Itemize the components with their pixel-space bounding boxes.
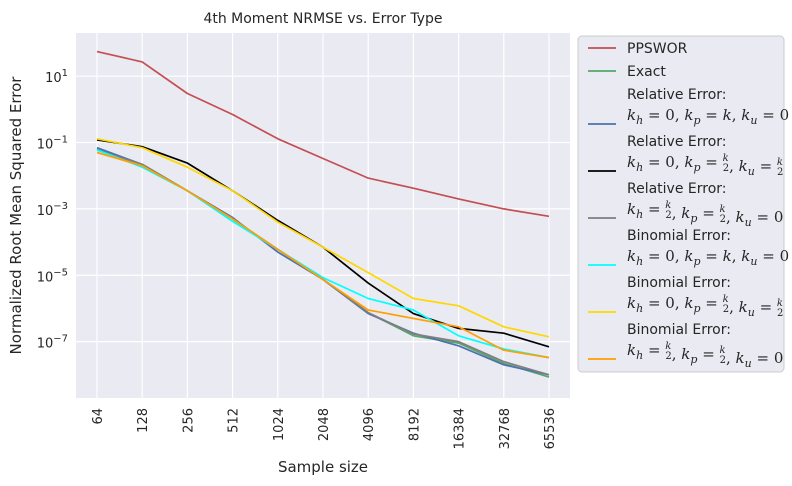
legend-label: Binomial Error:: [627, 322, 731, 338]
y-tick-label: 101: [45, 68, 68, 86]
x-tick-labels: 64 128 256 512 1024 2048 4096 8192 16384 32768 655…: [91, 408, 558, 449]
y-tick-labels: 101 10−1 10−3 10−5 10−7: [37, 68, 68, 351]
legend-item-0: PPSWOR: [588, 41, 688, 57]
x-tick-label: 8192: [407, 408, 422, 441]
legend-math: kh = 0, kp = k, ku = 0: [627, 247, 789, 268]
x-tick-label: 1024: [272, 408, 287, 441]
y-tick-label: 10−5: [37, 267, 68, 285]
series-line-7: [96, 151, 550, 359]
x-tick-label: 65536: [543, 408, 558, 449]
x-tick-label: 32768: [498, 408, 513, 449]
legend-item-4: Relative Error: kh = k 2, kp = k 2, ku = 0: [588, 181, 783, 229]
x-tick-label: 2048: [317, 408, 332, 441]
legend-label: Exact: [627, 64, 666, 80]
legend-math: kh = 0, kp = k, ku = 0: [627, 106, 789, 127]
y-tick-label: 10−7: [37, 334, 68, 352]
x-tick-label: 64: [91, 408, 106, 425]
x-tick-label: 16384: [453, 408, 468, 449]
series-line-0: [96, 50, 550, 218]
x-axis-label: Sample size: [278, 458, 368, 476]
legend-label: Binomial Error:: [627, 275, 731, 291]
legend-label: Relative Error:: [627, 181, 727, 197]
y-tick-label: 10−3: [37, 201, 68, 219]
legend-item-1: Exact: [588, 64, 666, 80]
chart-title: 4th Moment NRMSE vs. Error Type: [203, 11, 442, 27]
legend-label: Relative Error:: [627, 87, 727, 103]
legend-math: kh = k 2, kp = k 2, ku = 0: [627, 200, 783, 229]
x-tick-label: 256: [181, 408, 196, 433]
legend-math: kh = k 2, kp = k 2, ku = 0: [627, 341, 783, 370]
x-tick-label: 4096: [362, 408, 377, 441]
legend-item-2: Relative Error: kh = 0, kp = k, ku = 0: [588, 87, 789, 127]
legend-label: Relative Error:: [627, 134, 727, 150]
y-axis-label: Normalized Root Mean Squared Error: [7, 76, 25, 355]
legend-label: PPSWOR: [627, 41, 688, 57]
legend: PPSWOR Exact Relative Error: kh = 0, kp = k…: [577, 35, 789, 373]
series-lines: [96, 50, 550, 378]
series-line-6: [96, 137, 550, 338]
y-tick-label: 10−1: [37, 135, 68, 153]
x-tick-label: 512: [227, 408, 242, 433]
legend-box: [577, 35, 785, 373]
legend-item-5: Binomial Error: kh = 0, kp = k, ku = 0: [588, 228, 789, 268]
legend-item-7: Binomial Error: kh = k 2, kp = k 2, ku = 0: [588, 322, 783, 370]
x-tick-label: 128: [136, 408, 151, 433]
legend-label: Binomial Error:: [627, 228, 731, 244]
